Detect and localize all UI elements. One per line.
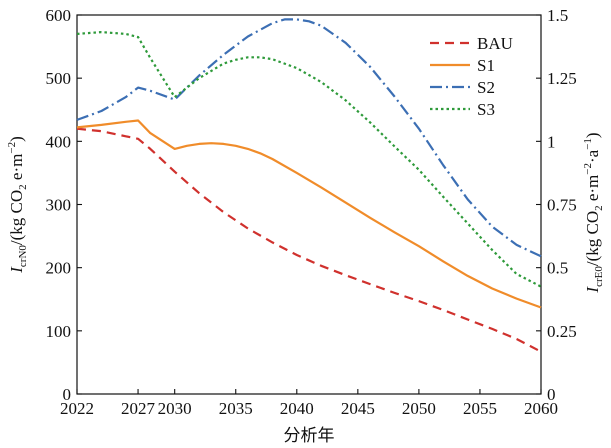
axis-title-superscript: −2	[6, 142, 18, 154]
x-tick-label: 2027	[121, 399, 156, 418]
y-right-tick-label: 1.5	[547, 6, 568, 25]
y-left-tick-label: 300	[46, 196, 72, 215]
y-left-tick-label: 400	[46, 132, 72, 151]
series-line-s2	[76, 18, 542, 258]
y-left-tick-label: 100	[46, 322, 72, 341]
legend-label-s1: S1	[477, 56, 495, 75]
y-right-tick-label: 0.75	[547, 196, 577, 215]
legend-label-bau: BAU	[477, 34, 513, 53]
x-tick-label: 2050	[402, 399, 436, 418]
y-right-tick-label: 0	[547, 385, 556, 404]
x-tick-label: 2030	[158, 399, 192, 418]
x-axis-title: 分析年	[284, 426, 335, 445]
x-tick-label: 2045	[341, 399, 375, 418]
y-left-tick-label: 0	[63, 385, 72, 404]
series-line-bau	[76, 127, 542, 353]
axis-title-superscript: −2	[582, 163, 594, 175]
axis-title-subscript: 2	[17, 184, 29, 190]
axis-title-unit: /(kg CO	[583, 211, 602, 266]
axis-title-unit: )	[7, 136, 26, 142]
series-line-s1	[76, 119, 542, 309]
y-right-tick-label: 0.5	[547, 259, 568, 278]
y-right-tick-label: 1.25	[547, 69, 577, 88]
legend: BAU S1 S2 S3	[430, 34, 513, 119]
y-left-tick-label: 600	[46, 6, 72, 25]
axis-title-subscript: crE0	[593, 266, 605, 287]
x-tick-label: 2035	[219, 399, 253, 418]
y-left-tick-label: 200	[46, 259, 72, 278]
legend-label-s2: S2	[477, 78, 495, 97]
x-tick-label: 2055	[463, 399, 497, 418]
axis-title-subscript: crN0	[17, 245, 29, 267]
y-axis-right-title: IcrE0/(kg CO2 e·m−2·a−1)	[582, 132, 605, 293]
axis-title-unit: )	[583, 132, 602, 138]
axis-title-unit: e·m	[583, 175, 602, 206]
x-tick-label: 2040	[280, 399, 314, 418]
axis-title-subscript: 2	[593, 205, 605, 211]
axis-title-unit: /(kg CO	[7, 190, 26, 245]
axis-title-unit: e·m	[7, 154, 26, 185]
legend-label-s3: S3	[477, 100, 495, 119]
axis-title-unit: ·a	[583, 149, 602, 163]
x-tick-label: 2060	[524, 399, 558, 418]
axis-title-superscript: −1	[582, 138, 594, 150]
axis-title-symbol: I	[583, 286, 602, 294]
axis-title-symbol: I	[7, 266, 26, 274]
series-lines	[76, 18, 542, 353]
series-line-s3	[76, 30, 542, 288]
x-tick-label: 2022	[60, 399, 94, 418]
y-left-tick-label: 500	[46, 69, 72, 88]
y-right-tick-label: 0.25	[547, 322, 577, 341]
y-axis-left-title: IcrN0/(kg CO2 e·m−2)	[6, 136, 29, 274]
y-right-tick-label: 1	[547, 132, 556, 151]
plot-frame	[76, 14, 542, 395]
axes: 2022 2027 2030 2035 2040 2045 2050 2055 20600100…	[46, 6, 577, 418]
